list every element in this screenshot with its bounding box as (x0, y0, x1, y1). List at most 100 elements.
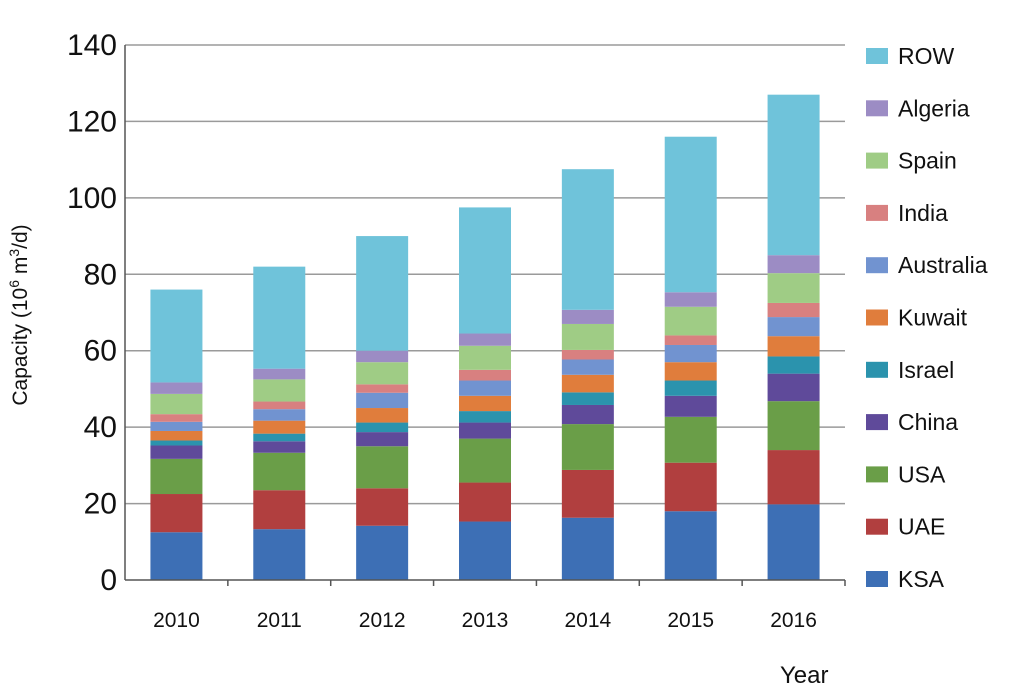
bar-segment-row-2012 (356, 236, 409, 351)
y-tick-label: 140 (67, 29, 117, 62)
bar-segment-usa-2012 (356, 446, 409, 489)
bar-segment-spain-2014 (561, 323, 614, 350)
x-tick-label: 2012 (359, 609, 406, 632)
bar-segment-china-2010 (150, 445, 203, 459)
bar-segment-india-2013 (459, 369, 511, 381)
bar-segment-israel-2014 (561, 392, 614, 405)
legend-label-kuwait: Kuwait (898, 305, 968, 331)
legend-swatch-usa (866, 466, 888, 483)
bar-segment-kuwait-2011 (253, 420, 306, 434)
bar-segment-uae-2012 (356, 488, 409, 526)
bar-segment-india-2016 (767, 302, 820, 318)
legend-swatch-algeria (866, 100, 888, 117)
bar-segment-row-2016 (767, 94, 820, 256)
bar-segment-uae-2011 (253, 490, 306, 530)
legend-label-india: India (898, 200, 948, 226)
x-axis-title: Year (780, 662, 829, 689)
bar-segment-australia-2016 (767, 317, 820, 337)
y-tick-label: 80 (84, 258, 117, 291)
bar-segment-ksa-2011 (253, 529, 306, 580)
bar-segment-israel-2011 (253, 433, 306, 442)
bar-segment-spain-2011 (253, 379, 306, 402)
bar-segment-ksa-2012 (356, 525, 409, 580)
x-tick-label: 2014 (564, 609, 611, 632)
bar-segment-row-2015 (664, 136, 717, 293)
bar-segment-row-2010 (150, 289, 203, 383)
y-tick-label: 20 (84, 488, 117, 521)
bar-segment-spain-2010 (150, 393, 203, 415)
bar-segment-row-2011 (253, 266, 306, 369)
legend-label-uae: UAE (898, 514, 945, 540)
legend-label-usa: USA (898, 461, 946, 487)
bar-segment-usa-2016 (767, 401, 820, 451)
x-tick-label: 2010 (153, 609, 200, 632)
legend-label-row: ROW (898, 43, 955, 69)
legend-label-algeria: Algeria (898, 95, 970, 121)
bar-segment-spain-2013 (459, 345, 511, 370)
bar-segment-algeria-2014 (561, 309, 614, 324)
legend-swatch-ksa (866, 571, 888, 587)
y-tick-label: 100 (67, 182, 117, 215)
bar-segment-china-2012 (356, 432, 409, 447)
bar-segment-uae-2016 (767, 450, 820, 505)
legend-swatch-india (866, 204, 888, 221)
legend-swatch-kuwait (866, 309, 888, 326)
bar-segment-israel-2012 (356, 422, 409, 433)
legend-swatch-row (866, 48, 888, 64)
bar-segment-india-2012 (356, 384, 409, 393)
bar-segment-israel-2016 (767, 356, 820, 374)
bar-segment-kuwait-2015 (664, 362, 717, 381)
x-tick-label: 2011 (257, 609, 302, 632)
bar-segment-uae-2014 (561, 469, 614, 518)
bar-segment-kuwait-2010 (150, 430, 203, 441)
bar-segment-ksa-2013 (459, 521, 511, 580)
x-tick-label: 2013 (462, 609, 509, 632)
bar-segment-algeria-2015 (664, 292, 717, 307)
bar-segment-spain-2012 (356, 362, 409, 385)
bar-segment-israel-2013 (459, 411, 511, 423)
bar-segment-india-2011 (253, 401, 306, 410)
bar-segment-uae-2013 (459, 482, 511, 522)
x-tick-label: 2015 (667, 609, 714, 632)
axes (124, 45, 845, 581)
y-tick-label: 120 (67, 105, 117, 138)
bar-segment-china-2016 (767, 373, 820, 402)
bar-segment-algeria-2016 (767, 255, 820, 274)
bar-segment-usa-2014 (561, 424, 614, 470)
bar-segment-australia-2015 (664, 344, 717, 363)
bar-segment-kuwait-2013 (459, 395, 511, 412)
y-tick-label: 0 (100, 564, 117, 597)
bar-segment-usa-2010 (150, 458, 203, 495)
y-axis-title: Capacity (106 m3/d) (6, 224, 32, 405)
legend-swatch-uae (866, 518, 888, 535)
legend-swatch-israel (866, 361, 888, 378)
bar-segment-kuwait-2014 (561, 374, 614, 393)
bar-segment-australia-2013 (459, 380, 511, 396)
bar-segment-spain-2015 (664, 306, 717, 336)
bar-segment-australia-2010 (150, 421, 203, 431)
bar-segment-china-2013 (459, 422, 511, 439)
bar-segment-china-2011 (253, 441, 306, 453)
legend-label-china: China (898, 409, 958, 435)
bar-segment-row-2014 (561, 169, 614, 310)
legend: ROW Algeria Spain India Australia Kuwait Israe… (866, 43, 988, 592)
bar-segment-india-2010 (150, 414, 203, 422)
bar-segment-algeria-2012 (356, 350, 409, 363)
legend-swatch-australia (866, 257, 888, 274)
x-tick-labels: 2010 2011 2012 2013 2014 2015 2016 (153, 609, 817, 632)
bar-segment-uae-2010 (150, 494, 203, 533)
bar-segment-ksa-2015 (664, 511, 717, 580)
y-tick-labels: 0 20 40 60 80 100 120 140 (67, 29, 117, 597)
bar-segment-ksa-2014 (561, 517, 614, 580)
bar-segment-israel-2015 (664, 380, 717, 396)
legend-label-spain: Spain (898, 148, 957, 174)
bar-segment-ksa-2016 (767, 504, 820, 580)
bar-segment-usa-2011 (253, 452, 306, 491)
bar-segment-australia-2012 (356, 392, 409, 409)
bar-segment-australia-2011 (253, 409, 306, 421)
legend-label-ksa: KSA (898, 566, 945, 592)
bar-segment-israel-2010 (150, 440, 203, 446)
bar-segment-row-2013 (459, 207, 511, 334)
bar-segment-india-2014 (561, 349, 614, 360)
